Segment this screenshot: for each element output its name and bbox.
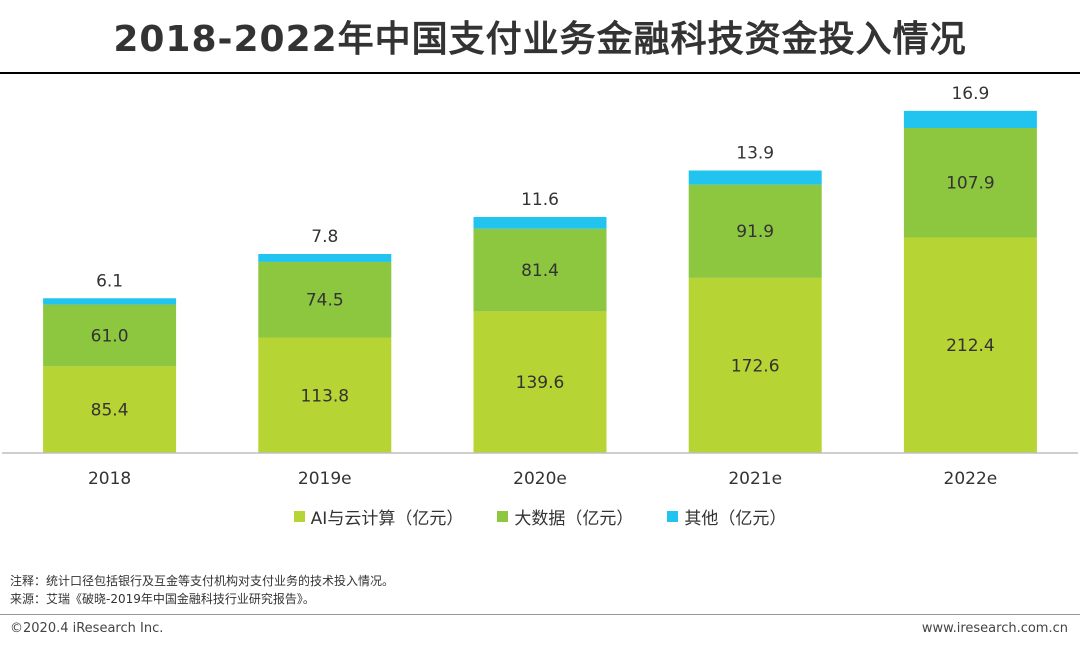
legend-label-ai-cloud: AI与云计算（亿元） — [310, 509, 464, 529]
legend-item-big-data: 大数据（亿元） — [497, 504, 633, 529]
bar-segment-ai-cloud — [903, 237, 1037, 453]
bar-segment-ai-cloud — [43, 366, 177, 453]
bar-segment-other — [43, 298, 177, 305]
website-link: www.iresearch.com.cn — [921, 621, 1068, 636]
data-label-other: 13.9 — [736, 144, 774, 164]
legend-label-other: 其他（亿元） — [684, 509, 787, 529]
legend-swatch-big-data — [497, 511, 509, 522]
bar-segment-other — [688, 170, 822, 185]
footnote: 注释：统计口径包括银行及互金等支付机构对支付业务的技术投入情况。 — [10, 574, 395, 588]
data-label-big-data: 81.4 — [521, 261, 559, 281]
bar-segment-other — [473, 216, 607, 229]
bar-segment-big-data — [903, 127, 1037, 238]
x-tick-label: 2020e — [513, 469, 567, 489]
bar-segment-ai-cloud — [258, 337, 392, 453]
bar-segment-big-data — [688, 184, 822, 278]
legend-swatch-other — [667, 511, 679, 522]
data-label-other: 16.9 — [951, 84, 989, 104]
data-label-ai-cloud: 212.4 — [946, 336, 995, 356]
footer-divider — [0, 614, 1080, 615]
chart-legend: AI与云计算（亿元） 大数据（亿元） 其他（亿元） — [0, 504, 1080, 529]
x-tick-label: 2018 — [88, 469, 131, 489]
data-label-other: 7.8 — [311, 227, 338, 247]
legend-swatch-ai-cloud — [293, 511, 305, 522]
bar-segment-big-data — [43, 304, 177, 367]
title-divider — [0, 72, 1080, 74]
legend-item-ai-cloud: AI与云计算（亿元） — [293, 504, 464, 529]
bar-segment-big-data — [473, 228, 607, 312]
data-label-other: 11.6 — [521, 190, 559, 210]
data-label-ai-cloud: 85.4 — [91, 401, 129, 421]
x-tick-label: 2019e — [298, 469, 352, 489]
copyright: ©2020.4 iResearch Inc. — [10, 621, 164, 636]
bar-segment-big-data — [258, 261, 392, 338]
data-label-other: 6.1 — [96, 271, 123, 291]
data-label-ai-cloud: 172.6 — [731, 356, 780, 376]
data-label-ai-cloud: 139.6 — [516, 373, 565, 393]
data-label-ai-cloud: 113.8 — [300, 386, 349, 406]
source-note: 来源：艾瑞《破晓-2019年中国金融科技行业研究报告》。 — [10, 592, 315, 606]
data-label-big-data: 74.5 — [306, 291, 344, 311]
legend-item-other: 其他（亿元） — [667, 504, 786, 529]
x-tick-label: 2021e — [728, 469, 782, 489]
data-label-big-data: 61.0 — [91, 326, 129, 346]
bar-segment-ai-cloud — [688, 277, 822, 453]
bar-segment-other — [258, 254, 392, 262]
data-label-big-data: 91.9 — [736, 222, 774, 242]
legend-label-big-data: 大数据（亿元） — [514, 509, 634, 529]
data-label-big-data: 107.9 — [946, 174, 995, 194]
x-tick-label: 2022e — [944, 469, 998, 489]
bar-segment-other — [903, 110, 1037, 128]
stacked-bar-chart: 85.4 61.0 6.1 2018 113.8 74.5 7.8 2019e 139.6 81.… — [2, 84, 1078, 489]
bar-segment-ai-cloud — [473, 311, 607, 453]
chart-title: 2018-2022年中国支付业务金融科技资金投入情况 — [113, 19, 967, 60]
